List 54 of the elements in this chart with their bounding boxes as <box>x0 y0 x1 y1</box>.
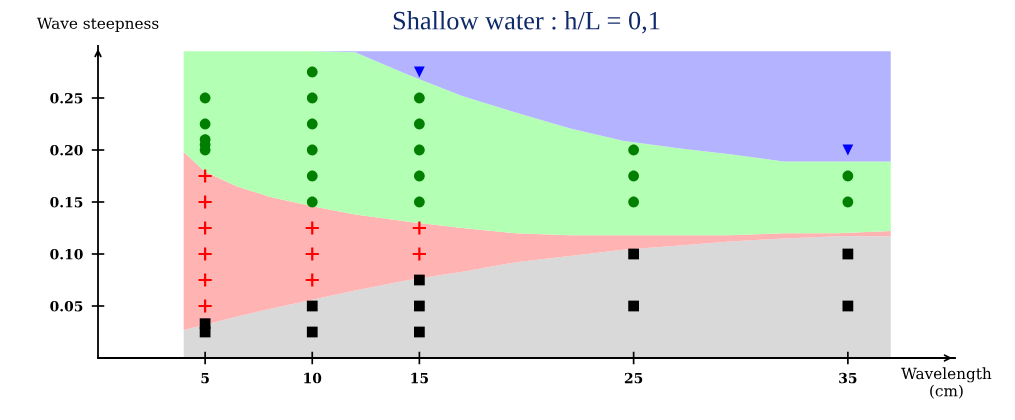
y-axis-title: Wave steepness <box>36 17 159 32</box>
point <box>304 220 320 236</box>
point <box>414 144 425 156</box>
point <box>304 246 320 262</box>
point <box>842 248 854 260</box>
x-tick-label: 10 <box>304 372 322 384</box>
point <box>306 118 318 130</box>
chart-title: Shallow water : h/L = 0,1 <box>393 11 660 34</box>
point <box>628 170 639 182</box>
y-tick-label: 0.05 <box>50 300 83 312</box>
point <box>306 196 318 208</box>
y-tick-label: 0.15 <box>50 196 83 208</box>
point <box>414 66 425 78</box>
y-tick-label: 0.10 <box>50 248 83 260</box>
point <box>197 272 213 288</box>
point <box>414 170 425 182</box>
point <box>842 144 854 156</box>
point <box>197 220 213 236</box>
point <box>414 118 425 130</box>
point <box>197 168 213 184</box>
point <box>306 66 318 78</box>
point <box>306 170 318 182</box>
point <box>197 298 213 314</box>
point <box>414 274 425 286</box>
point <box>842 300 854 312</box>
x-tick-label: 5 <box>201 373 209 384</box>
point <box>306 144 318 156</box>
point <box>411 246 428 262</box>
point <box>306 300 318 312</box>
y-tick-label: 0.25 <box>50 92 83 104</box>
point <box>842 196 854 208</box>
point <box>199 326 211 338</box>
x-tick-label: 15 <box>411 372 428 384</box>
point <box>628 300 639 312</box>
point <box>411 220 428 236</box>
point <box>628 144 639 156</box>
point <box>304 272 320 288</box>
x-tick-label: 35 <box>839 372 857 384</box>
point <box>199 118 211 130</box>
point <box>628 196 639 208</box>
point <box>842 170 854 182</box>
point <box>414 326 425 338</box>
point <box>197 246 213 262</box>
point <box>306 326 318 338</box>
point <box>628 248 639 260</box>
point <box>414 300 425 312</box>
point <box>414 92 425 104</box>
point <box>414 196 425 208</box>
x-axis-title: Wavelength (cm) <box>901 367 992 399</box>
x-tick-label: 25 <box>624 372 643 384</box>
y-tick-label: 0.20 <box>50 144 83 156</box>
point <box>197 194 213 210</box>
point <box>306 92 318 104</box>
point <box>199 92 211 104</box>
